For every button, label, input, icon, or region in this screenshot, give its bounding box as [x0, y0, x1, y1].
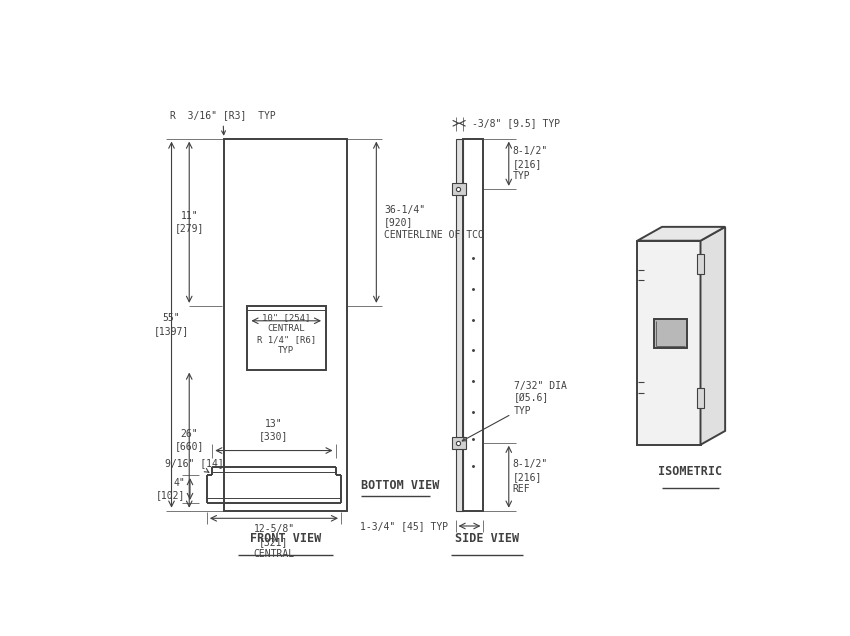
Text: 9/16" [14]: 9/16" [14]	[165, 458, 224, 473]
Text: ISOMETRIC: ISOMETRIC	[659, 465, 722, 478]
Text: -3/8" [9.5] TYP: -3/8" [9.5] TYP	[472, 118, 560, 128]
Bar	[462, 139, 484, 511]
Bar	[654, 319, 688, 348]
Bar	[224, 139, 347, 511]
Text: 8-1/2"
[216]
REF: 8-1/2" [216] REF	[513, 459, 548, 494]
Text: 7/32" DIA
[Ø5.6]
TYP: 7/32" DIA [Ø5.6] TYP	[462, 381, 567, 441]
Bar	[452, 437, 466, 449]
Bar	[452, 183, 466, 195]
Text: R  3/16" [R3]  TYP: R 3/16" [R3] TYP	[170, 111, 275, 135]
Text: BOTTOM VIEW: BOTTOM VIEW	[361, 479, 439, 492]
Text: 26"
[660]: 26" [660]	[174, 429, 204, 452]
Text: 13"
[330]: 13" [330]	[259, 419, 289, 441]
Text: 1-3/4" [45] TYP: 1-3/4" [45] TYP	[360, 521, 448, 531]
Bar	[697, 388, 705, 408]
Text: 8-1/2"
[216]
TYP: 8-1/2" [216] TYP	[513, 146, 548, 181]
Polygon shape	[638, 227, 725, 240]
Text: 4"
[102]: 4" [102]	[156, 478, 185, 501]
Text: FRONT VIEW: FRONT VIEW	[250, 532, 321, 545]
Text: 12-5/8"
[321]
CENTRAL: 12-5/8" [321] CENTRAL	[253, 525, 294, 559]
Text: 36-1/4"
[920]
CENTERLINE OF TCO: 36-1/4" [920] CENTERLINE OF TCO	[384, 205, 484, 240]
Bar	[456, 139, 462, 511]
Text: 11"
[279]: 11" [279]	[174, 211, 204, 233]
Text: SIDE VIEW: SIDE VIEW	[455, 532, 518, 545]
Text: 55"
[1397]: 55" [1397]	[154, 314, 190, 336]
Bar	[638, 240, 700, 445]
Polygon shape	[700, 227, 725, 445]
Bar	[697, 254, 705, 274]
Bar	[247, 306, 326, 370]
Text: 10" [254]
CENTRAL
R 1/4" [R6]
TYP: 10" [254] CENTRAL R 1/4" [R6] TYP	[257, 313, 316, 355]
